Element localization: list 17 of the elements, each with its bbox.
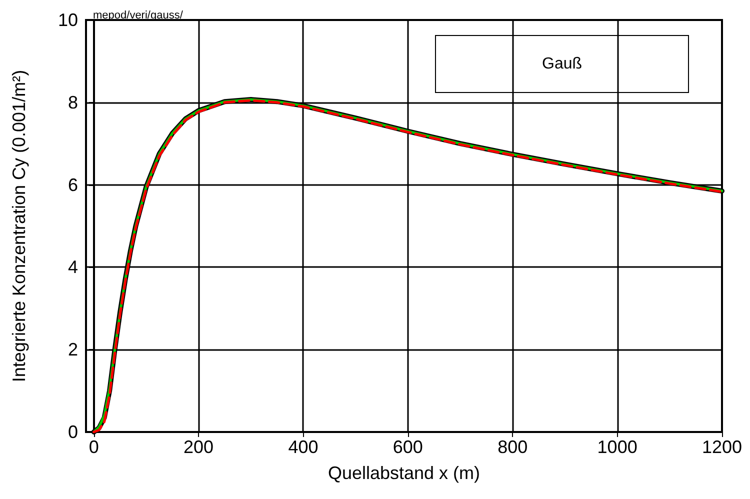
y-tick-label: 6	[68, 174, 78, 195]
y-tick-label: 8	[68, 92, 78, 112]
x-tick-label: 0	[88, 437, 99, 457]
x-tick-label: 400	[288, 437, 318, 457]
x-tick-label: 800	[498, 437, 528, 457]
x-axis-title: Quellabstand x (m)	[328, 463, 480, 483]
x-tick-label: 600	[392, 437, 423, 457]
y-tick-label: 10	[58, 10, 78, 30]
x-tick-label: 1200	[702, 437, 742, 457]
annotation: mepod/veri/gauss/	[93, 10, 184, 22]
x-tick-label: 200	[184, 437, 214, 457]
y-tick-label: 2	[68, 340, 78, 360]
y-tick-label: 0	[68, 422, 78, 442]
x-tick-label: 1000	[597, 437, 638, 457]
y-tick-label: 4	[68, 257, 78, 278]
y-axis-title: Integrierte Konzentration Cy (0.001/m²)	[9, 70, 29, 382]
annotation: Gauß	[542, 56, 582, 72]
